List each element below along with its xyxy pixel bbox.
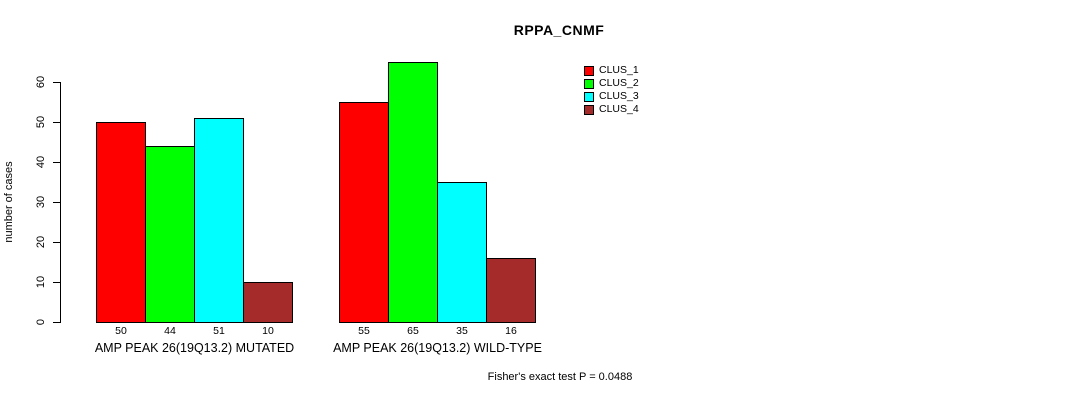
y-axis-line <box>60 82 61 323</box>
bar <box>194 118 244 323</box>
bar-value-label: 10 <box>262 325 274 337</box>
legend-swatch <box>584 91 594 102</box>
y-axis-tick <box>53 82 60 83</box>
legend-item-label: CLUS_4 <box>599 103 639 115</box>
annotation-text: Fisher's exact test P = 0.0488 <box>487 371 633 383</box>
bar-value-label: 35 <box>456 325 468 337</box>
legend-swatch <box>584 104 594 115</box>
y-axis-tick-label: 20 <box>35 235 47 249</box>
legend-item-label: CLUS_1 <box>599 64 639 76</box>
group-label: AMP PEAK 26(19Q13.2) WILD-TYPE <box>333 341 542 355</box>
y-axis-label: number of cases <box>3 161 15 243</box>
bar-value-label: 51 <box>213 325 225 337</box>
bar <box>96 122 146 323</box>
legend-swatch <box>584 78 594 89</box>
group-label: AMP PEAK 26(19Q13.2) MUTATED <box>94 341 295 355</box>
y-axis-tick <box>53 202 60 203</box>
legend-item: CLUS_4 <box>584 103 639 116</box>
y-axis-tick-label: 0 <box>35 318 47 326</box>
bar-value-label: 55 <box>358 325 370 337</box>
y-axis-tick-label: 50 <box>35 115 47 129</box>
y-axis-tick <box>53 162 60 163</box>
y-axis-tick-label: 40 <box>35 155 47 169</box>
legend: CLUS_1 CLUS_2 CLUS_3 CLUS_4 <box>584 64 639 116</box>
chart-title: RPPA_CNMF <box>513 22 605 38</box>
y-axis-tick-label: 60 <box>35 75 47 89</box>
bar-value-label: 44 <box>164 325 176 337</box>
bar-value-label: 16 <box>505 325 517 337</box>
bar <box>437 182 487 323</box>
bar <box>243 282 293 323</box>
legend-item: CLUS_1 <box>584 64 639 77</box>
bar-value-label: 50 <box>115 325 127 337</box>
bar <box>486 258 536 323</box>
bar <box>388 62 438 323</box>
y-axis-tick <box>53 242 60 243</box>
legend-item: CLUS_3 <box>584 90 639 103</box>
legend-item-label: CLUS_2 <box>599 77 639 89</box>
y-axis-tick <box>53 122 60 123</box>
y-axis-tick-label: 30 <box>35 195 47 209</box>
y-axis-tick-label: 10 <box>35 275 47 289</box>
bar <box>145 146 195 323</box>
legend-item: CLUS_2 <box>584 77 639 90</box>
y-axis-tick <box>53 322 60 323</box>
legend-item-label: CLUS_3 <box>599 90 639 102</box>
legend-swatch <box>584 65 594 76</box>
bar <box>339 102 389 323</box>
bar-value-label: 65 <box>407 325 419 337</box>
y-axis-tick <box>53 282 60 283</box>
